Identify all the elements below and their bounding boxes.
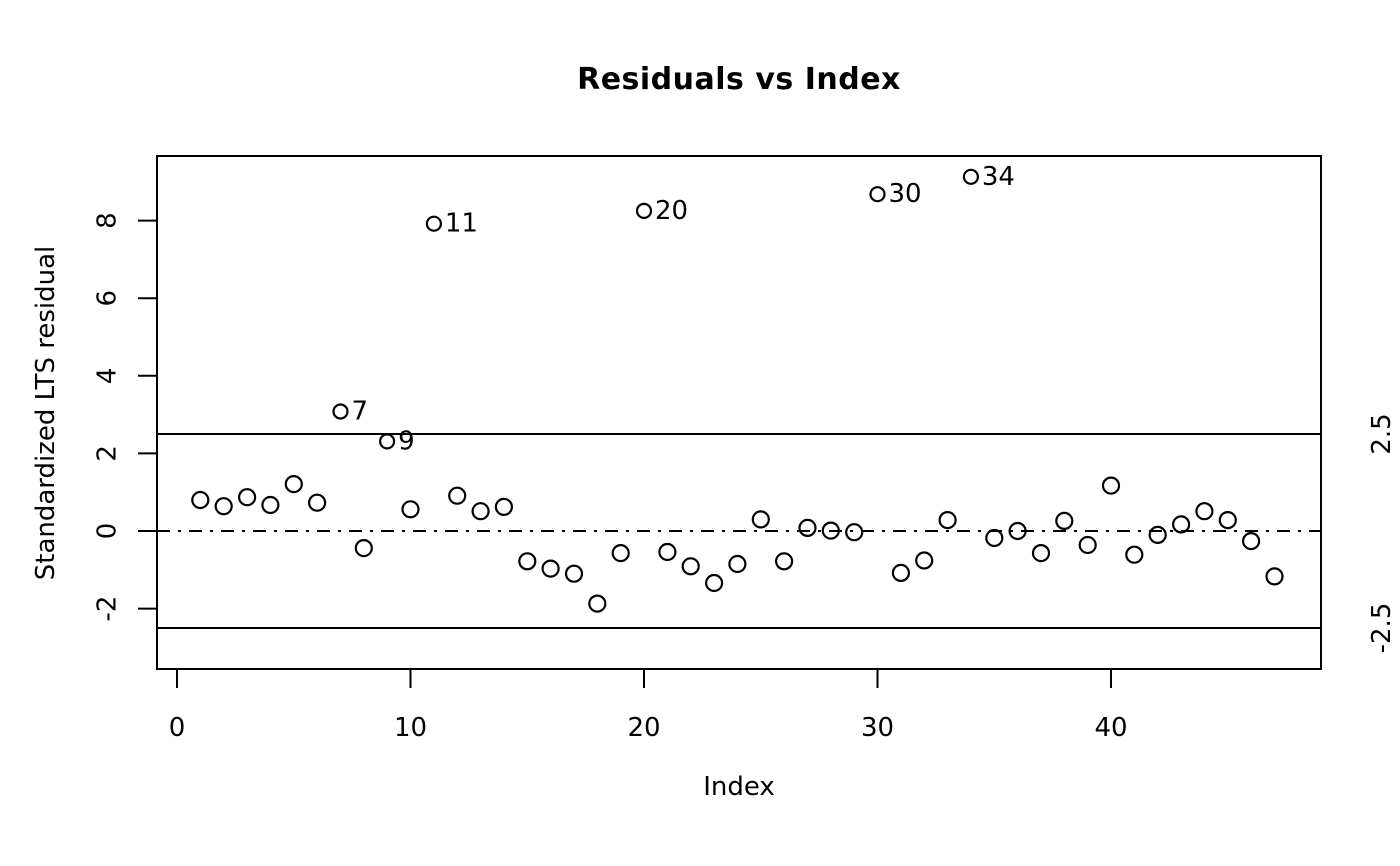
data-point [1008,521,1027,541]
x-tick-label: 10 [394,713,427,743]
data-point [354,538,373,558]
data-point [1101,476,1121,495]
data-point [284,475,303,494]
data-point [1055,511,1074,531]
data-point [658,542,677,562]
outlier-point-label: 20 [655,196,688,226]
outlier-point [379,433,396,450]
y-tick-label: 4 [92,368,122,385]
data-point [1171,515,1191,534]
outlier-point [425,215,442,232]
outlier-point [332,403,349,420]
data-point [681,557,700,576]
data-point [1195,502,1214,521]
x-tick-label: 0 [169,713,186,743]
x-axis-title: Index [703,772,775,802]
data-point [401,500,420,519]
data-point [1265,567,1284,586]
plot-title: Residuals vs Index [577,62,901,97]
y-tick-label: 0 [92,523,122,540]
x-tick-label: 20 [627,713,660,743]
y-tick-label: 8 [92,212,122,229]
data-point [728,554,747,574]
x-tick-label: 30 [861,713,894,743]
data-point [191,490,210,510]
data-point [564,564,584,583]
x-tick-label: 40 [1094,713,1127,743]
outlier-point-label: 34 [982,162,1015,192]
data-point [1125,545,1144,564]
data-point [798,518,817,538]
y-tick-label: -2 [92,596,122,622]
data-point [821,521,840,540]
y-tick-label: 2 [92,445,122,462]
data-point [541,559,560,578]
data-point [774,552,794,571]
plot-box [156,155,1322,670]
data-point [751,510,770,529]
data-point [611,543,630,563]
data-point [938,510,957,530]
data-point [308,493,327,512]
data-point [518,552,537,571]
data-point [214,497,233,516]
outlier-point-label: 7 [352,397,369,427]
outlier-point [635,202,653,219]
data-point [1078,535,1097,555]
data-point [985,528,1004,548]
data-point [238,488,257,507]
data-point [1241,531,1261,551]
outlier-point-label: 9 [398,426,415,456]
data-point [448,486,467,505]
data-point [1031,543,1051,563]
data-point [1148,525,1167,545]
data-point [261,495,280,515]
data-point [891,563,911,583]
outlier-point-label: 11 [445,209,478,239]
data-point [471,502,490,521]
data-point [915,551,934,570]
outlier-point-label: 30 [889,179,922,209]
data-point [845,523,864,542]
y-tick-label: 6 [92,290,122,307]
outlier-point [869,186,886,203]
outlier-point [962,168,980,185]
data-point [494,497,513,516]
data-point [704,573,724,593]
data-point [588,594,607,613]
data-point [1218,510,1237,530]
